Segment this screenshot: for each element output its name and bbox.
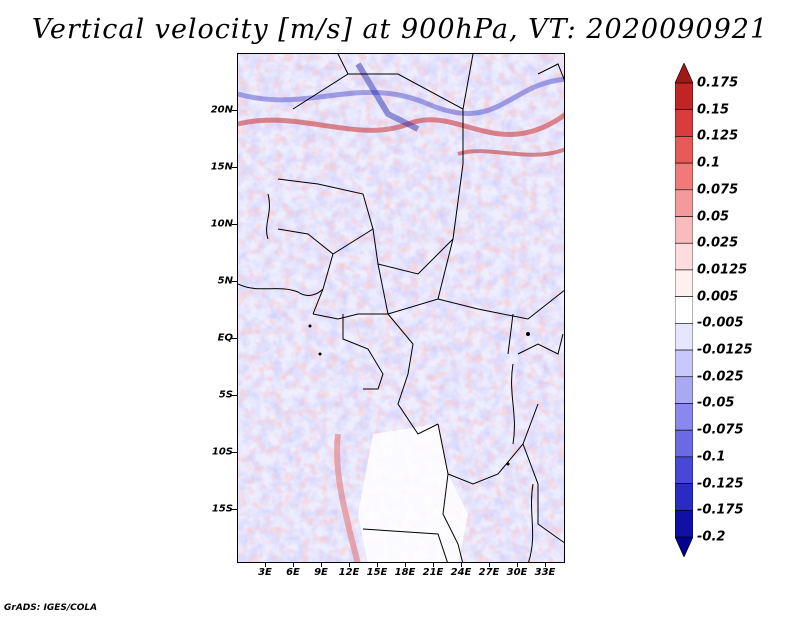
velocity-field bbox=[238, 54, 564, 562]
lon-tick bbox=[321, 563, 322, 567]
lat-label-5s: 5S bbox=[218, 389, 233, 401]
colorbar-label: 0.125 bbox=[697, 128, 739, 144]
lat-tick bbox=[232, 281, 237, 282]
lon-tick bbox=[517, 563, 518, 567]
colorbar-label: -0.005 bbox=[697, 315, 744, 331]
colorbar-label: -0.075 bbox=[697, 422, 744, 438]
colorbar-segment bbox=[675, 296, 693, 324]
colorbar-label: -0.1 bbox=[697, 449, 726, 465]
lat-tick bbox=[232, 395, 237, 396]
lat-label-eq: EQ bbox=[217, 332, 233, 344]
colorbar-segment bbox=[675, 323, 693, 351]
colorbar-bottom-arrow bbox=[675, 536, 693, 557]
lon-label-15e: 15E bbox=[366, 567, 388, 578]
lon-tick bbox=[461, 563, 462, 567]
colorbar-segment bbox=[675, 349, 693, 378]
lon-tick bbox=[433, 563, 434, 567]
lon-tick bbox=[349, 563, 350, 567]
colorbar-label: 0.1 bbox=[697, 155, 721, 171]
lat-label-5n: 5N bbox=[217, 275, 233, 287]
grads-credit: GrADS: IGES/COLA bbox=[4, 603, 98, 613]
lat-tick bbox=[232, 452, 237, 453]
colorbar-label: -0.0125 bbox=[697, 342, 753, 358]
colorbar-segment bbox=[675, 456, 693, 484]
lat-label-15n: 15N bbox=[210, 161, 233, 173]
lon-label-33e: 33E bbox=[534, 567, 556, 578]
lon-label-3e: 3E bbox=[258, 567, 272, 578]
lat-tick bbox=[232, 509, 237, 510]
lon-label-12e: 12E bbox=[338, 567, 360, 578]
colorbar-segment bbox=[675, 403, 693, 431]
colorbar-label: 0.075 bbox=[697, 182, 739, 198]
lon-tick bbox=[405, 563, 406, 567]
colorbar-segment bbox=[675, 162, 693, 191]
lon-label-9e: 9E bbox=[314, 567, 328, 578]
lon-tick bbox=[545, 563, 546, 567]
lon-label-21e: 21E bbox=[422, 567, 444, 578]
colorbar-segment bbox=[675, 483, 693, 511]
lat-tick bbox=[232, 338, 237, 339]
colorbar-label: -0.025 bbox=[697, 369, 744, 385]
lon-tick bbox=[265, 563, 266, 567]
lat-label-10s: 10S bbox=[211, 446, 233, 458]
colorbar-segment bbox=[675, 216, 693, 244]
colorbar-label: 0.175 bbox=[697, 75, 739, 91]
lat-tick bbox=[232, 224, 237, 225]
lon-tick bbox=[293, 563, 294, 567]
lat-label-15s: 15S bbox=[211, 503, 233, 515]
lon-tick bbox=[377, 563, 378, 567]
colorbar-label: 0.005 bbox=[697, 289, 739, 305]
colorbar-segment bbox=[675, 109, 693, 137]
lon-label-18e: 18E bbox=[394, 567, 416, 578]
lon-label-27e: 27E bbox=[478, 567, 500, 578]
lon-label-30e: 30E bbox=[506, 567, 528, 578]
lat-tick bbox=[232, 167, 237, 168]
colorbar-segment bbox=[675, 189, 693, 217]
lat-label-10n: 10N bbox=[210, 218, 233, 230]
colorbar-segment bbox=[675, 136, 693, 164]
lon-label-24e: 24E bbox=[450, 567, 472, 578]
colorbar bbox=[675, 63, 693, 557]
colorbar-top-arrow bbox=[675, 63, 693, 84]
colorbar-label: 0.05 bbox=[697, 209, 730, 225]
colorbar-segment bbox=[675, 376, 693, 404]
lon-tick bbox=[489, 563, 490, 567]
colorbar-label: -0.2 bbox=[697, 529, 726, 545]
colorbar-segment bbox=[675, 509, 693, 538]
colorbar-segment bbox=[675, 269, 693, 297]
colorbar-label: 0.025 bbox=[697, 235, 739, 251]
colorbar-segment bbox=[675, 82, 693, 111]
colorbar-label: -0.05 bbox=[697, 395, 735, 411]
lat-label-20n: 20N bbox=[210, 104, 233, 116]
colorbar-label: -0.175 bbox=[697, 502, 744, 518]
lon-label-6e: 6E bbox=[286, 567, 300, 578]
map-plot-area bbox=[237, 53, 565, 563]
colorbar-label: 0.15 bbox=[697, 102, 730, 118]
map-title: Vertical velocity [m/s] at 900hPa, VT: 2… bbox=[31, 14, 769, 45]
colorbar-segment bbox=[675, 242, 693, 271]
colorbar-label: -0.125 bbox=[697, 476, 744, 492]
lat-tick bbox=[232, 110, 237, 111]
colorbar-segment bbox=[675, 429, 693, 458]
colorbar-label: 0.0125 bbox=[697, 262, 748, 278]
